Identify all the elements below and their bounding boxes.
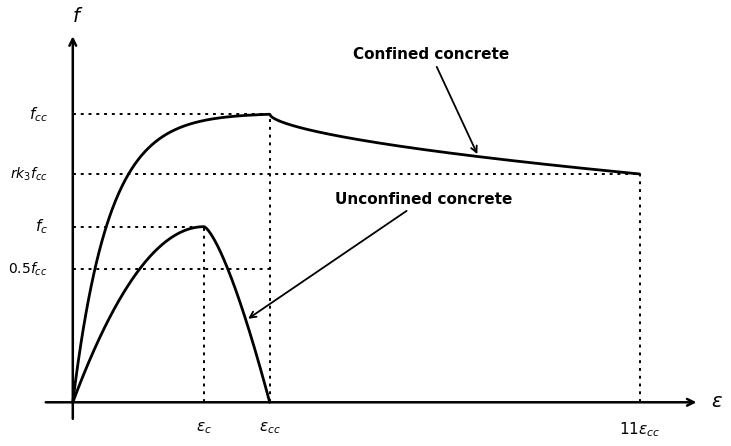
Text: $\varepsilon_{cc}$: $\varepsilon_{cc}$ xyxy=(259,420,281,436)
Text: $f_c$: $f_c$ xyxy=(34,217,48,236)
Text: $f$: $f$ xyxy=(72,8,83,26)
Text: Confined concrete: Confined concrete xyxy=(352,46,509,153)
Text: $\varepsilon_c$: $\varepsilon_c$ xyxy=(196,420,212,436)
Text: $rk_3f_{cc}$: $rk_3f_{cc}$ xyxy=(10,165,48,183)
Text: $11\varepsilon_{cc}$: $11\varepsilon_{cc}$ xyxy=(619,420,660,438)
Text: $\varepsilon$: $\varepsilon$ xyxy=(711,393,723,411)
Text: $f_{cc}$: $f_{cc}$ xyxy=(29,105,48,124)
Text: Unconfined concrete: Unconfined concrete xyxy=(250,191,512,318)
Text: $0.5f_{cc}$: $0.5f_{cc}$ xyxy=(8,260,48,277)
